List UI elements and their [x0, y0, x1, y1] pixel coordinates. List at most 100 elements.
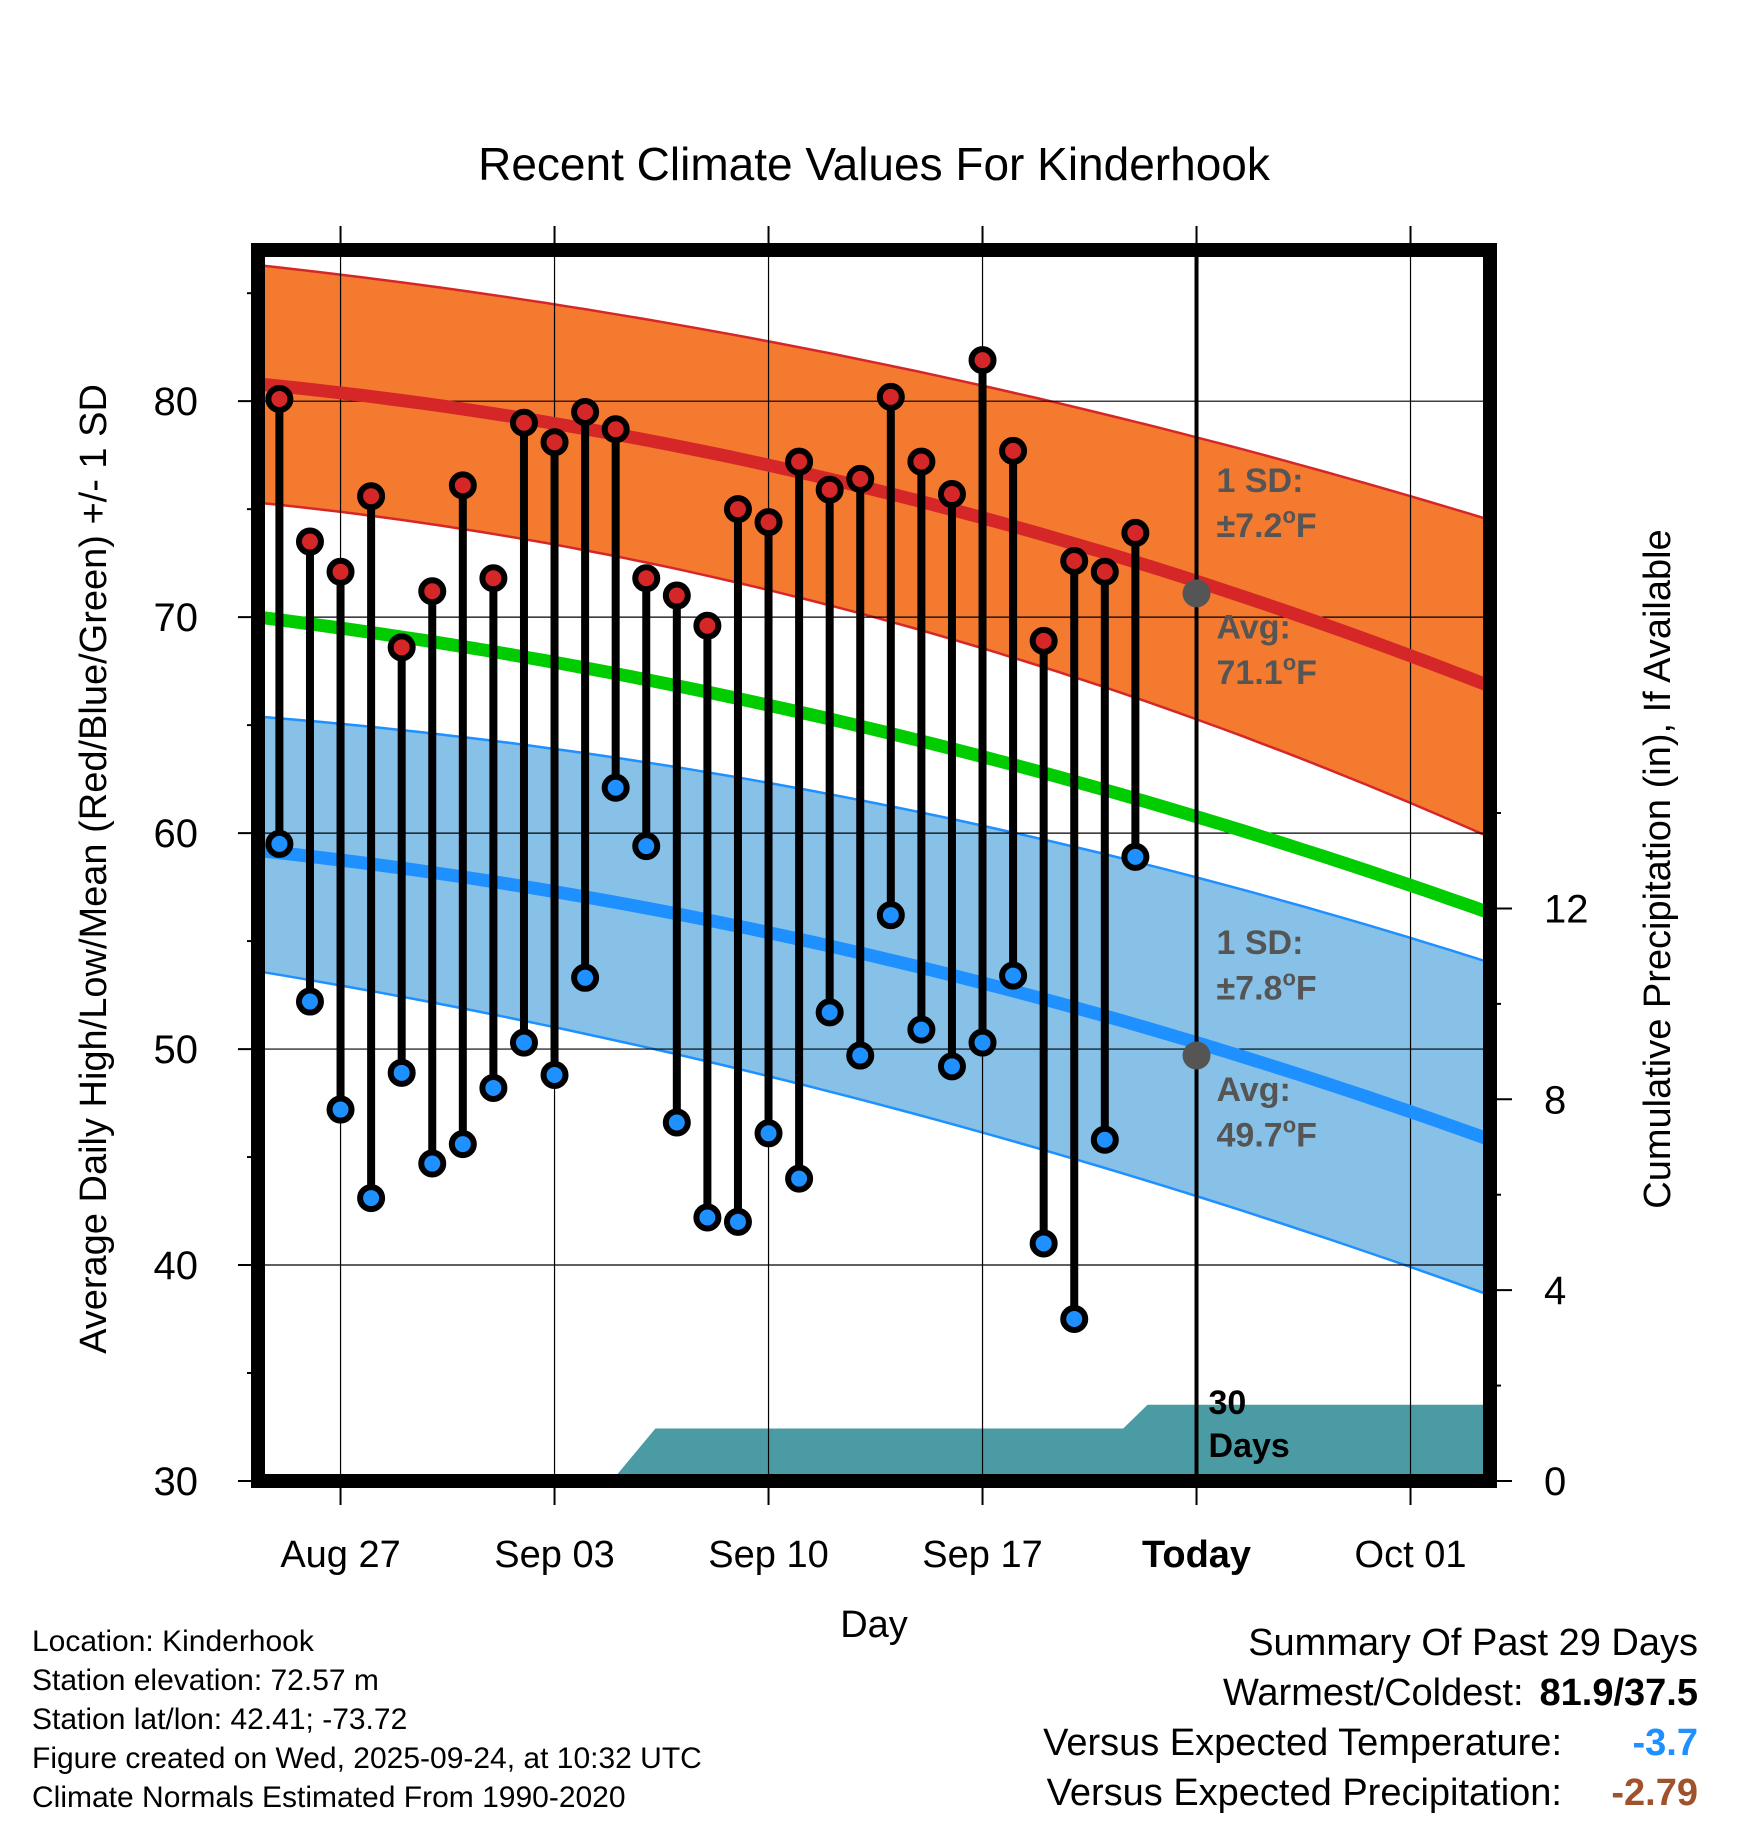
high-avg-value: 71.1oF — [1217, 650, 1317, 692]
daily-high-point — [632, 564, 661, 593]
y2-tick-label: 12 — [1544, 887, 1589, 931]
daily-high-point — [540, 428, 569, 457]
high-sd-band — [258, 265, 1490, 838]
daily-low-point — [937, 1052, 966, 1081]
precip-row: Versus Expected Precipitation: -2.79 — [1043, 1768, 1698, 1818]
daily-low-point — [1029, 1229, 1058, 1258]
low-sd-band — [258, 716, 1490, 1296]
axes: 30 40 50 60 70 80 0 4 8 12 Aug 27 Sep 03 Sep 10 Sep 1… — [154, 226, 1589, 1576]
daily-low-point — [540, 1060, 569, 1089]
x-tick-label-today: Today — [1142, 1534, 1251, 1576]
plot-frame — [251, 243, 1497, 1488]
daily-low-point — [846, 1041, 875, 1070]
daily-high-point — [907, 447, 936, 476]
daily-low-point — [754, 1119, 783, 1148]
temp-value: -3.7 — [1632, 1722, 1698, 1764]
y-tick-label: 80 — [154, 380, 199, 424]
y-tick-label: 40 — [154, 1244, 199, 1288]
x-tick-label: Oct 01 — [1355, 1534, 1467, 1576]
x-tick-label: Sep 17 — [922, 1534, 1042, 1576]
daily-high-point — [509, 408, 538, 437]
warm-cold-label: Warmest/Coldest: — [1222, 1672, 1524, 1714]
daily-high-point — [999, 436, 1028, 465]
daily-low-point — [509, 1028, 538, 1057]
daily-low-point — [693, 1203, 722, 1232]
daily-high-point — [754, 508, 783, 537]
y2-axis-label: Cumulative Precipitation (in), If Availa… — [1637, 529, 1679, 1208]
daily-low-point — [968, 1028, 997, 1057]
x-tick-label: Aug 27 — [280, 1534, 400, 1576]
daily-high-point — [357, 482, 386, 511]
daily-low-point — [479, 1073, 508, 1102]
y2-tick-label: 8 — [1544, 1078, 1566, 1122]
daily-high-point — [601, 415, 630, 444]
summary-title: Summary Of Past 29 Days — [1248, 1622, 1698, 1664]
daily-high-point — [1090, 557, 1119, 586]
daily-high-point — [937, 480, 966, 509]
daily-high-point — [448, 471, 477, 500]
today-low-avg-marker — [1182, 1041, 1211, 1070]
warm-cold-value: 81.9/37.5 — [1539, 1672, 1698, 1714]
days-count-number: 30 — [1209, 1384, 1247, 1422]
daily-low-point — [418, 1149, 447, 1178]
daily-high-point — [479, 564, 508, 593]
daily-low-point — [265, 829, 294, 858]
low-sd-label: 1 SD: — [1217, 924, 1304, 962]
precip-label: Versus Expected Precipitation: — [1046, 1772, 1562, 1814]
warm-cold-row: Warmest/Coldest: 81.9/37.5 — [1043, 1668, 1698, 1718]
daily-low-point — [571, 963, 600, 992]
daily-high-point — [387, 633, 416, 662]
daily-high-point — [1121, 518, 1150, 547]
high-sd-band-upper-edge — [257, 263, 1491, 522]
daily-low-point — [999, 961, 1028, 990]
y2-tick-label: 4 — [1544, 1269, 1566, 1313]
daily-high-point — [1060, 546, 1089, 575]
daily-low-point — [662, 1108, 691, 1137]
latlon-text: Station lat/lon: 42.41; -73.72 — [32, 1703, 408, 1736]
days-count-word: Days — [1209, 1427, 1290, 1465]
daily-low-point — [876, 901, 905, 930]
daily-bars — [265, 346, 1150, 1334]
precipitation-fill — [258, 1404, 1490, 1481]
y-tick-label: 30 — [154, 1460, 199, 1504]
daily-low-point — [1090, 1125, 1119, 1154]
daily-low-point — [632, 832, 661, 861]
daily-high-point — [876, 382, 905, 411]
daily-low-point — [601, 773, 630, 802]
station-info: Location: Kinderhook Station elevation: … — [32, 1622, 702, 1817]
precipitation-area — [258, 1404, 1490, 1481]
y-axis-label: Average Daily High/Low/Mean (Red/Blue/Gr… — [73, 384, 115, 1354]
today-line — [1182, 250, 1211, 1481]
precip-value: -2.79 — [1611, 1772, 1698, 1814]
normals-text: Climate Normals Estimated From 1990-2020 — [32, 1781, 626, 1814]
high-sd-label: 1 SD: — [1217, 462, 1304, 500]
x-axis-label: Day — [840, 1604, 908, 1646]
y-tick-label: 70 — [154, 596, 199, 640]
low-avg-value: 49.7oF — [1217, 1112, 1317, 1154]
y-tick-label: 60 — [154, 812, 199, 856]
location-text: Location: Kinderhook — [32, 1625, 314, 1658]
daily-high-point — [265, 385, 294, 414]
daily-high-point — [418, 577, 447, 606]
daily-low-point — [815, 998, 844, 1027]
daily-low-point — [448, 1130, 477, 1159]
daily-low-point — [295, 987, 324, 1016]
high-avg-label: Avg: — [1217, 609, 1291, 647]
daily-low-point — [907, 1015, 936, 1044]
daily-low-point — [387, 1058, 416, 1087]
y-tick-label: 50 — [154, 1028, 199, 1072]
today-high-avg-marker — [1182, 579, 1211, 608]
daily-high-point — [815, 475, 844, 504]
elevation-text: Station elevation: 72.57 m — [32, 1664, 379, 1697]
daily-high-point — [326, 557, 355, 586]
temp-row: Versus Expected Temperature: -3.7 — [1043, 1718, 1698, 1768]
daily-high-point — [662, 581, 691, 610]
daily-low-point — [1060, 1305, 1089, 1334]
low-avg-label: Avg: — [1217, 1071, 1291, 1109]
created-text: Figure created on Wed, 2025-09-24, at 10… — [32, 1742, 702, 1775]
x-tick-label: Sep 10 — [708, 1534, 828, 1576]
low-sd-value: ±7.8oF — [1217, 965, 1317, 1007]
daily-high-point — [723, 495, 752, 524]
